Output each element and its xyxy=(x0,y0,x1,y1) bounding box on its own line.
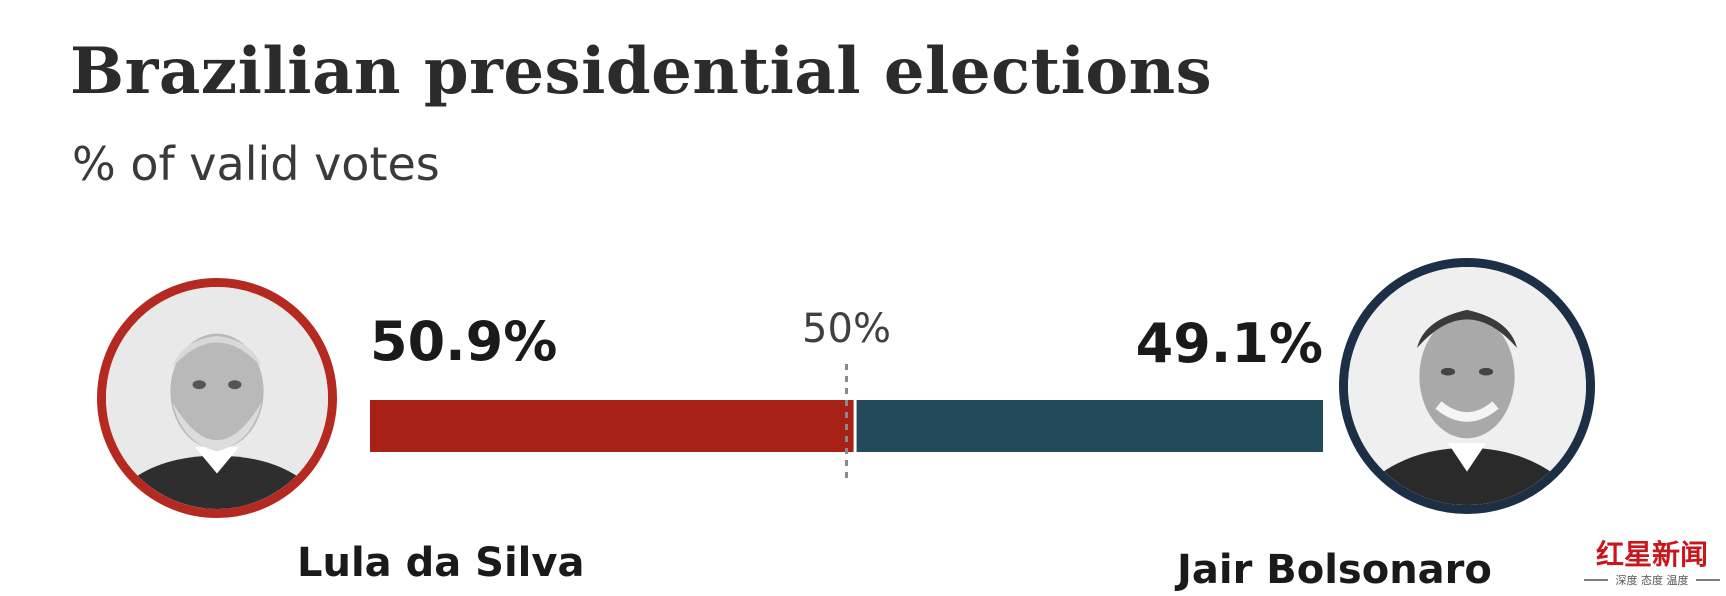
watermark-logo-text: 红星新闻 xyxy=(1596,538,1708,571)
lula-percent-label: 50.9% xyxy=(370,310,557,373)
hongxing-news-watermark: 红星新闻 深度 态度 温度 xyxy=(1582,530,1722,592)
lula-vote-bar xyxy=(370,400,856,452)
bolsonaro-percent-label: 49.1% xyxy=(1136,312,1323,375)
chart-title: Brazilian presidential elections xyxy=(70,34,1213,109)
bolsonaro-name-label: Jair Bolsonaro xyxy=(1177,547,1492,593)
fifty-percent-label: 50% xyxy=(802,306,891,352)
bolsonaro-portrait xyxy=(1339,258,1595,514)
lula-portrait xyxy=(97,278,337,518)
bolsonaro-vote-bar xyxy=(855,400,1323,452)
lula-name-label: Lula da Silva xyxy=(297,540,585,586)
watermark-tagline: 深度 态度 温度 xyxy=(1616,573,1689,587)
chart-subtitle: % of valid votes xyxy=(72,137,440,191)
